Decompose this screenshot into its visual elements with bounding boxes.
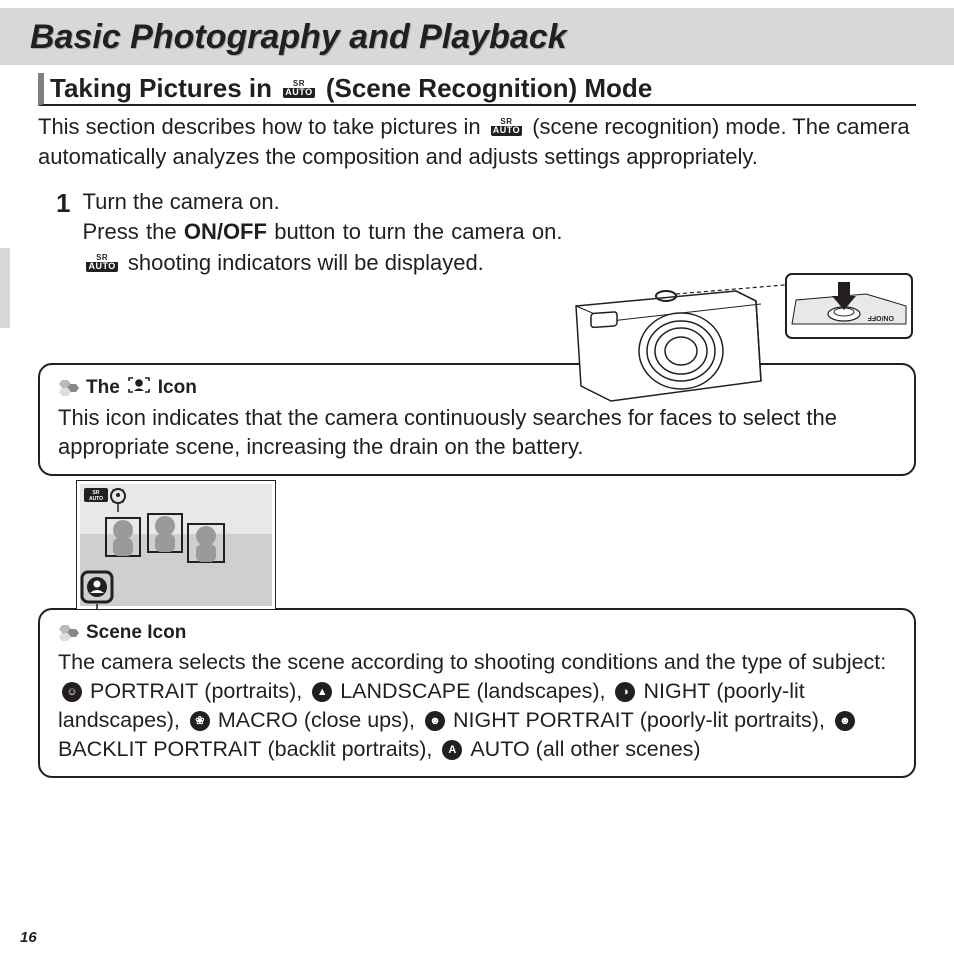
sr-auto-icon: SRAUTO — [283, 80, 314, 98]
sr-auto-icon: SRAUTO — [86, 254, 117, 272]
step-text-pre: Press the — [82, 219, 183, 244]
step-text: Press the ON/OFF button to turn the came… — [82, 217, 562, 279]
scene-item: ❀ MACRO (close ups), — [186, 708, 421, 732]
heading-text-pre: Taking Pictures in — [50, 73, 279, 103]
scene-item: A AUTO (all other scenes) — [438, 737, 700, 761]
step-number: 1 — [56, 189, 70, 218]
intro-pre: This section describes how to take pictu… — [38, 114, 487, 139]
auto-icon: A — [442, 740, 462, 760]
page-number: 16 — [20, 929, 37, 946]
hex-bullet-icon — [58, 625, 80, 641]
section-heading: Taking Pictures in SRAUTO (Scene Recogni… — [38, 73, 916, 106]
camera-illustration: ON/OFF — [556, 266, 916, 416]
step-text-mid: button to turn the camera on. — [267, 219, 563, 244]
note-scene-icon: Scene Icon The camera selects the scene … — [38, 608, 916, 778]
svg-text:AUTO: AUTO — [89, 496, 103, 502]
landscape-icon: ▲ — [312, 682, 332, 702]
backlit-portrait-icon: ☻ — [835, 711, 855, 731]
page-edge-tab — [0, 248, 10, 328]
note-scene-title: Scene Icon — [86, 620, 186, 646]
scene-intro: The camera selects the scene according t… — [58, 650, 886, 674]
portrait-icon: ☺ — [62, 682, 82, 702]
page-content: Taking Pictures in SRAUTO (Scene Recogni… — [0, 65, 954, 778]
scene-item: ▲ LANDSCAPE (landscapes), — [308, 679, 611, 703]
chapter-title-bar: Basic Photography and Playback — [0, 8, 954, 65]
sample-face-detect-image: SR AUTO — [76, 480, 276, 610]
hex-bullet-icon — [58, 380, 80, 396]
note-title-pre: The — [86, 375, 120, 401]
note-scene-body: The camera selects the scene according t… — [58, 648, 896, 764]
face-detect-icon — [128, 375, 150, 401]
scene-item: ☻ NIGHT PORTRAIT (poorly-lit portraits), — [421, 708, 831, 732]
step-text-post: shooting indicators will be displayed. — [122, 250, 484, 275]
svg-text:ON/OFF: ON/OFF — [867, 314, 894, 321]
chapter-title: Basic Photography and Playback — [30, 18, 924, 57]
section-intro: This section describes how to take pictu… — [38, 112, 916, 171]
night-icon: ◑ — [615, 682, 635, 702]
night-portrait-icon: ☻ — [425, 711, 445, 731]
step-title: Turn the camera on. — [82, 189, 916, 215]
scene-item: ☺ PORTRAIT (portraits), — [58, 679, 308, 703]
on-off-label: ON/OFF — [184, 219, 267, 244]
note-title: Scene Icon — [58, 620, 896, 646]
note-title-post: Icon — [158, 375, 197, 401]
sr-auto-icon: SRAUTO — [491, 118, 522, 136]
heading-text-post: (Scene Recognition) Mode — [319, 73, 653, 103]
macro-icon: ❀ — [190, 711, 210, 731]
